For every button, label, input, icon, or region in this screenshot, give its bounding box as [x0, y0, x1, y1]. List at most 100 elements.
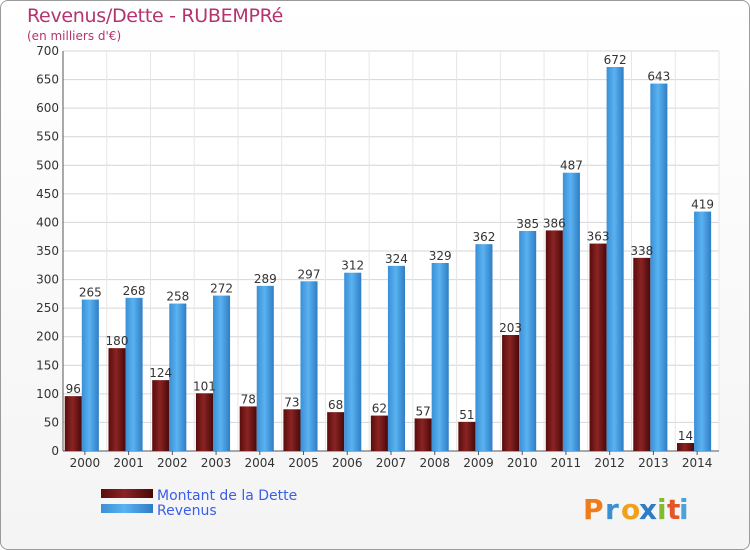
y-tick-label: 700: [36, 44, 59, 58]
x-tick-label: 2006: [332, 456, 363, 470]
logo-letter: i: [679, 493, 689, 526]
bars: [64, 67, 712, 452]
bar-dette: [108, 348, 126, 451]
bar-revenus: [606, 67, 624, 451]
data-label: 324: [385, 252, 408, 266]
bar-revenus: [169, 303, 187, 451]
bar-revenus: [300, 281, 318, 451]
legend-label-revenus: Revenus: [157, 503, 217, 519]
bar-dette: [589, 243, 607, 451]
x-tick-label: 2014: [682, 456, 713, 470]
bar-dette: [633, 257, 651, 451]
logo-letter: i: [657, 493, 667, 526]
x-tick-label: 2005: [288, 456, 319, 470]
data-label: 73: [284, 395, 299, 409]
bar-revenus: [81, 299, 99, 451]
y-tick-label: 450: [36, 187, 59, 201]
y-tick-label: 650: [36, 73, 59, 87]
y-tick-label: 200: [36, 330, 59, 344]
legend-swatch-dette: [101, 489, 153, 498]
data-label: 672: [604, 53, 627, 67]
data-label: 51: [459, 408, 474, 422]
x-tick-label: 2009: [463, 456, 494, 470]
bar-revenus: [256, 285, 274, 451]
data-label: 363: [587, 230, 610, 244]
data-label: 78: [241, 392, 256, 406]
bar-dette: [370, 415, 388, 451]
data-label: 101: [193, 379, 216, 393]
bar-revenus: [431, 263, 449, 451]
bar-revenus: [562, 172, 580, 451]
bar-dette: [502, 335, 520, 451]
data-label: 272: [210, 282, 233, 296]
data-label: 643: [647, 70, 670, 84]
y-tick-label: 400: [36, 215, 59, 229]
data-label: 312: [341, 259, 364, 273]
x-tick-label: 2001: [113, 456, 144, 470]
x-tick-label: 2012: [594, 456, 625, 470]
data-label: 386: [543, 216, 566, 230]
bar-dette: [64, 396, 82, 451]
logo-letter: x: [639, 493, 657, 526]
bar-dette: [195, 393, 214, 451]
y-tick-label: 0: [51, 444, 59, 458]
axes: 0 50 100 150 200 250 300 350 400 450 500 550 600 650 7…: [36, 44, 719, 470]
y-tick-label: 100: [36, 387, 59, 401]
logo-letter: o: [621, 493, 640, 526]
x-tick-label: 2004: [245, 456, 276, 470]
data-label: 289: [254, 272, 277, 286]
data-label: 297: [298, 267, 321, 281]
logo-letter: t: [667, 493, 680, 526]
data-label: 268: [123, 284, 146, 298]
data-label: 62: [372, 402, 387, 416]
chart-subtitle: (en milliers d'€): [27, 29, 122, 43]
x-tick-label: 2011: [551, 456, 582, 470]
logo-letter: r: [605, 493, 619, 526]
chart-title: Revenus/Dette - RUBEMPRé: [27, 5, 284, 27]
bar-dette: [283, 409, 301, 451]
bar-dette: [677, 443, 695, 451]
x-tick-label: 2002: [157, 456, 188, 470]
bar-dette: [414, 418, 432, 451]
legend-swatch-revenus: [101, 504, 153, 513]
data-label: 329: [429, 249, 452, 263]
data-label: 96: [66, 382, 81, 396]
y-tick-label: 600: [36, 101, 59, 115]
data-label: 419: [691, 198, 714, 212]
data-label: 124: [149, 366, 172, 380]
data-label: 68: [328, 398, 343, 412]
logo-letter: P: [583, 493, 604, 526]
x-tick-label: 2008: [419, 456, 450, 470]
bar-revenus: [650, 83, 668, 452]
legend-label-dette: Montant de la Dette: [157, 488, 297, 504]
y-tick-label: 250: [36, 301, 59, 315]
x-tick-label: 2000: [70, 456, 101, 470]
x-tick-label: 2013: [638, 456, 669, 470]
y-tick-label: 350: [36, 244, 59, 258]
bar-revenus: [213, 295, 231, 451]
x-tick-label: 2007: [376, 456, 407, 470]
bar-revenus: [694, 211, 712, 451]
data-label: 180: [106, 334, 129, 348]
bar-revenus: [344, 272, 362, 451]
data-label: 258: [166, 290, 189, 304]
bar-revenus: [387, 265, 405, 451]
data-label: 362: [472, 230, 495, 244]
x-tick-label: 2010: [507, 456, 538, 470]
bar-dette: [327, 412, 345, 451]
bar-dette: [458, 421, 476, 451]
bar-revenus: [125, 297, 143, 451]
data-label: 14: [678, 429, 693, 443]
bar-revenus: [519, 231, 537, 451]
legend: Montant de la Dette Revenus: [101, 488, 297, 519]
data-label: 203: [499, 321, 522, 335]
data-labels: 96 265 180 268 124 258 101 272 78 289 73 297 68 312 62…: [66, 53, 714, 443]
bar-dette: [239, 406, 257, 451]
bar-dette: [152, 380, 170, 451]
data-label: 385: [516, 217, 539, 231]
data-label: 338: [630, 244, 653, 258]
y-tick-label: 550: [36, 130, 59, 144]
